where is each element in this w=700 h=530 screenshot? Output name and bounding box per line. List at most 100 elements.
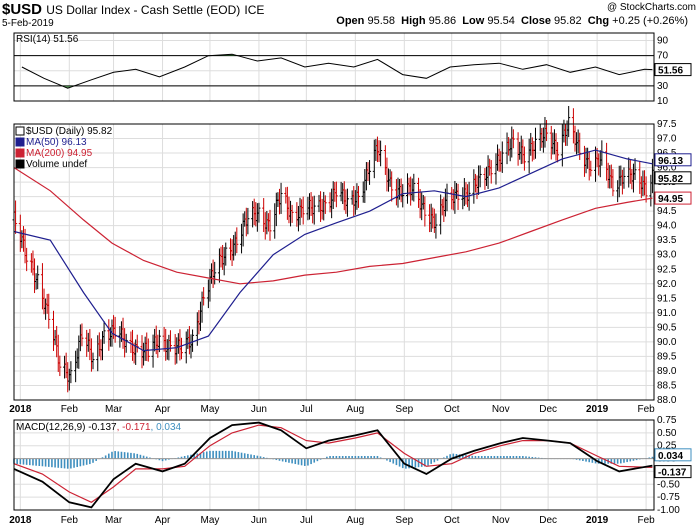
macd-histogram-bar [531, 456, 534, 459]
macd-histogram-bar [575, 458, 578, 460]
price-bar [228, 238, 232, 261]
price-bar [102, 321, 106, 344]
price-bar [445, 183, 449, 212]
macd-histogram-bar [307, 458, 309, 466]
macd-histogram-bar [430, 458, 432, 464]
price-bar [232, 235, 236, 261]
macd-histogram-bar [82, 458, 85, 466]
macd-histogram-bar [341, 456, 344, 459]
price-bar [478, 165, 482, 188]
price-bar [285, 186, 289, 220]
macd-histogram-bar [496, 456, 499, 459]
macd-histogram-bar [613, 458, 616, 464]
price-bar [284, 187, 288, 204]
price-bar [622, 167, 626, 189]
price-bar [233, 231, 237, 256]
price-ytick-label: 97.0 [657, 134, 677, 145]
price-bar [85, 329, 89, 357]
price-bar [364, 162, 368, 191]
macd-histogram-bar [57, 458, 60, 468]
macd-histogram-bar [648, 457, 651, 459]
price-bar [545, 119, 549, 142]
price-bar [379, 140, 383, 167]
price-bar [421, 194, 425, 210]
price-bar [202, 287, 206, 306]
macd-histogram-bar [414, 458, 417, 468]
close-label: Close [521, 15, 551, 27]
price-bar [40, 263, 44, 310]
macd-histogram-bar [417, 458, 420, 468]
price-bar [643, 170, 647, 196]
price-bar [567, 105, 571, 138]
price-bar [333, 181, 337, 202]
price-bar [377, 140, 381, 162]
price-bar [266, 213, 270, 232]
macd-histogram-bar [22, 458, 25, 465]
price-ytick-label: 89.5 [657, 351, 677, 362]
macd-xtick-label: Feb [61, 515, 79, 526]
macd-histogram-bar [364, 456, 366, 459]
macd-xtick-label: Dec [539, 515, 557, 526]
macd-ytick-label: 0.50 [657, 428, 677, 439]
macd-histogram-bar [183, 456, 186, 459]
price-bar [113, 316, 117, 343]
price-legend-swatch [15, 137, 25, 147]
price-bar [217, 248, 221, 283]
macd-legend-item: , -0.171 [117, 422, 151, 433]
macd-histogram-bar [522, 456, 524, 459]
macd-histogram-bar [348, 456, 350, 459]
price-bar [290, 204, 294, 223]
price-last-value: 95.82 [658, 174, 683, 185]
macd-histogram-bar [114, 451, 116, 459]
price-bar [311, 196, 315, 224]
macd-histogram-bar [499, 456, 502, 459]
macd-xtick-label: May [200, 515, 219, 526]
price-bar [53, 329, 57, 346]
price-bar [277, 188, 281, 215]
ma200-last-value: 94.95 [658, 194, 683, 205]
price-bar [541, 127, 545, 153]
price-legend-item: $USD (Daily) 95.82 [26, 126, 113, 137]
price-bar [306, 196, 310, 221]
price-bar [477, 165, 481, 195]
price-bar [323, 195, 327, 214]
price-bar [320, 198, 324, 220]
macd-histogram-bar [420, 458, 423, 467]
macd-histogram-bar [512, 456, 515, 459]
macd-histogram-bar [509, 456, 511, 459]
price-bar [254, 202, 258, 227]
macd-histogram-bar [651, 456, 654, 459]
macd-histogram-bar [142, 455, 145, 459]
rsi-ytick-label: 10 [657, 96, 669, 107]
price-bar [556, 142, 560, 163]
price-bar [186, 329, 190, 349]
macd-histogram-bar [111, 451, 113, 459]
macd-histogram-bar [215, 450, 218, 459]
macd-histogram-bar [525, 456, 527, 459]
copyright[interactable]: @ StockCharts.com [606, 2, 696, 13]
price-bar [176, 333, 180, 354]
macd-legend-item: MACD(12,26,9) -0.137 [16, 422, 117, 433]
price-bar [439, 194, 443, 235]
price-bar [385, 157, 389, 192]
macd-histogram-bar [250, 454, 252, 459]
price-bar [394, 179, 398, 206]
price-ytick-label: 88.5 [657, 380, 677, 391]
macd-xtick-label: Apr [155, 515, 171, 526]
macd-histogram-bar [310, 458, 312, 465]
macd-xtick-label: Feb [637, 515, 655, 526]
macd-histogram-bar [480, 456, 483, 459]
price-ytick-label: 94.0 [657, 221, 677, 232]
price-bar [88, 329, 92, 361]
rsi-line [21, 53, 653, 89]
price-bar [219, 246, 223, 268]
macd-histogram-bar [85, 458, 88, 465]
price-bar [639, 176, 643, 199]
macd-histogram-bar [528, 456, 530, 459]
macd-histogram-bar [234, 451, 237, 459]
macd-histogram-bar [47, 458, 50, 467]
price-bar [34, 273, 38, 290]
macd-histogram-bar [51, 458, 53, 468]
ma200-last-value-box [654, 191, 692, 205]
price-bar [442, 197, 446, 222]
